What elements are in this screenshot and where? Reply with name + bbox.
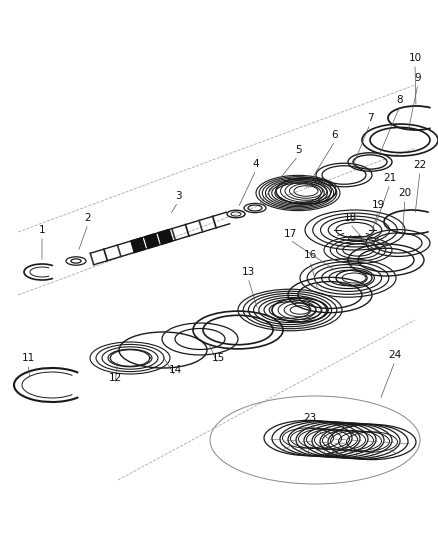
Text: 4: 4: [253, 159, 259, 169]
Text: 11: 11: [21, 353, 35, 363]
Text: 2: 2: [85, 213, 91, 223]
Text: 16: 16: [304, 250, 317, 260]
Text: 19: 19: [371, 200, 385, 210]
Text: 21: 21: [383, 173, 397, 183]
Text: 15: 15: [212, 353, 225, 363]
Text: 3: 3: [175, 191, 181, 201]
Text: 1: 1: [39, 225, 45, 235]
Text: 17: 17: [283, 229, 297, 239]
Text: 10: 10: [409, 53, 421, 63]
Polygon shape: [145, 233, 159, 248]
Text: 18: 18: [343, 213, 357, 223]
Polygon shape: [131, 238, 145, 253]
Text: 9: 9: [415, 73, 421, 83]
Text: 23: 23: [304, 413, 317, 423]
Text: 7: 7: [367, 113, 373, 123]
Text: 8: 8: [397, 95, 403, 105]
Text: 14: 14: [168, 365, 182, 375]
Polygon shape: [158, 230, 173, 244]
Text: 20: 20: [399, 188, 412, 198]
Text: 12: 12: [108, 373, 122, 383]
Text: 24: 24: [389, 350, 402, 360]
Text: 5: 5: [295, 145, 301, 155]
Text: 13: 13: [241, 267, 254, 277]
Text: 6: 6: [332, 130, 338, 140]
Text: 22: 22: [413, 160, 427, 170]
